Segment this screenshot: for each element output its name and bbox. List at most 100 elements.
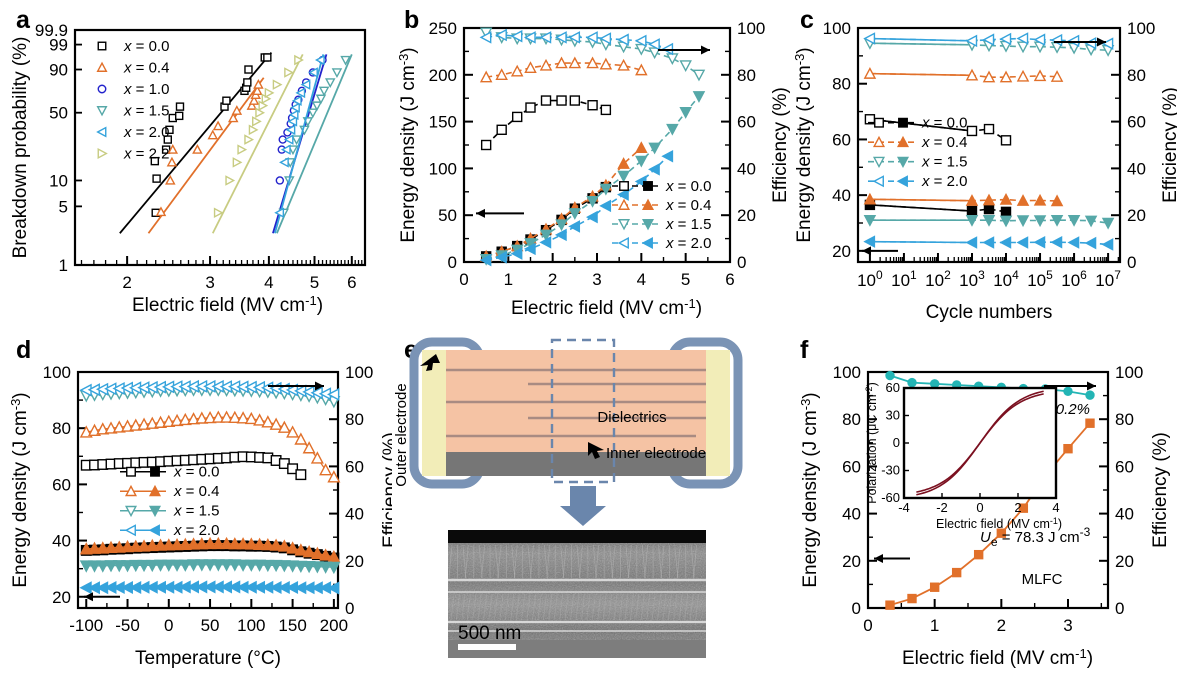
panel-d-legend-open-marker [126,466,136,477]
panel-a-point [207,129,219,140]
panel-d-ytick-right-label: 0 [345,599,354,618]
sem-texture [592,544,597,579]
panel-d-ytick-left-label: 80 [52,419,71,438]
panel-d-energy-point [137,559,151,573]
panel-b-eff-point [648,47,661,60]
panel-a-ytick-label: 50 [49,104,68,123]
panel-b-energy-point [635,141,648,154]
panel-f-ue-annotation: Ue = 78.3 J cm-3 [980,525,1091,549]
panel-a-point [315,94,327,105]
panel-f-ytick-right-label: 100 [1115,363,1143,382]
panel-f-ytick-left-label: 100 [833,363,861,382]
panel-c-eff-point [1101,37,1114,50]
panel-d-ytick-left-label: 20 [52,588,71,607]
svg-text:Energy density (J cm-3): Energy density (J cm-3) [8,392,31,587]
panel-d-legend-open-marker [124,505,138,518]
panel-c-eff-point [1084,36,1097,50]
panel-d-energy-point [319,548,333,561]
panel-c-left-axis-arrow [862,246,898,256]
panel-label-f: f [800,336,809,364]
bottom-electrode-bar [446,452,706,476]
arrow-head [1097,37,1106,47]
sem-texture [495,544,499,579]
panel-b-energy-point [555,219,568,232]
inset-ytick-label: -60 [881,490,900,505]
panel-d-eff-point [261,415,275,428]
panel-b-legend-filled-marker [641,198,655,210]
panel-c-energy-solid-seg [869,240,972,244]
panel-a-point [252,116,262,127]
sem-texture [597,593,602,621]
panel-f-eff-point [907,377,917,388]
panel-c-eff-1 [863,67,1064,83]
arrow-head [84,592,93,602]
panel-e-schematic-group: Dielectrics Inner electrode Outer electrod… [393,337,743,526]
panel-c-eff-point [1016,41,1030,54]
panel-a-ytick-label: 99 [49,36,68,55]
panel-c-energy-3 [863,235,1114,251]
panel-c-energy-point [1033,193,1047,206]
panel-c-legend-open-marker [872,156,886,169]
panel-c-xtick-label: 104 [993,268,1019,290]
panel-b-eff-point [586,56,599,69]
panel-e: Dielectrics Inner electrode Outer electrod… [392,330,790,678]
svg-text:Electric field (MV cm-1): Electric field (MV cm-1) [132,293,323,316]
panel-label-a: a [16,6,30,34]
panel-b-eff-point [539,31,552,44]
panel-a-point [163,135,172,144]
panel-d-energy-point [170,559,184,572]
arrow-head [701,45,710,55]
panel-c-ytick-right-label: 100 [1127,19,1155,38]
sem-texture [625,544,630,579]
panel-c-xtick-label: 102 [925,268,951,290]
panel-a-xtick-label: 4 [264,273,273,292]
panel-a-ytick-label: 99.9 [35,21,68,40]
panel-d-energy-point [253,537,267,550]
panel-c: 20 40 60 80 100 0 20 40 60 80 100 100 101 102 103 104 10… [790,0,1177,330]
panel-c-frame [856,26,1122,264]
panel-label-b: b [404,6,420,34]
panel-a-ytick-label: 90 [49,61,68,80]
panel-b-legend-filled-marker [641,219,655,231]
inset-ytick-label: 30 [886,408,900,423]
panel-c-eff-point [1033,69,1047,82]
panel-d-eff-point [236,411,250,424]
panel-d-energy-point [269,559,283,573]
panel-d-ytick-left-label: 100 [43,363,71,382]
panel-a-point [314,54,325,66]
sem-texture [609,544,614,579]
panel-f-xtick-label: 1 [930,616,939,635]
panel-c-energy-point [1067,236,1080,249]
inset-xtick-label: 4 [1052,500,1059,515]
panel-b-ylabel-left: Energy density (J cm-3) [396,47,419,242]
panel-c-legend: x = 0.0 x = 0.4 x = 1.5 x = 2.0 [868,115,967,190]
panel-d-energy-1 [79,536,341,563]
sem-texture [673,593,678,621]
panel-c-energy-point [1016,236,1029,249]
panel-d-eff-point [129,418,143,431]
panel-a-legend-marker [96,61,108,72]
panel-d-legend-filled-marker [150,466,160,477]
panel-d-energy-point [244,559,258,572]
panel-b-eff-point [524,61,537,73]
panel-d-eff-point [211,410,225,423]
panel-b-ytick-right-label: 40 [737,159,756,178]
panel-c-eff-point [966,125,978,137]
panel-d-eff-point [220,410,234,423]
panel-c-eff-line [869,42,1109,52]
panel-d-energy-point [195,559,209,572]
panel-b-eff-point [679,60,692,73]
panel-a-point [165,125,174,135]
panel-a-point [248,124,259,136]
panel-a-point [284,67,294,78]
panel-f-energy-point [1063,443,1073,454]
sem-texture [695,593,699,621]
outer-electrode-label: Outer electrode [393,383,410,486]
sem-texture [684,593,689,621]
panel-c-eff-point [965,68,979,81]
inset-xlabel: Electric field (MV cm-1) [936,516,1062,531]
panel-d-energy-point [121,560,135,573]
panel-b-xtick-label: 2 [548,270,557,289]
panel-a-chart: 99.999 90 50 10 5 1 2 3 4 5 6 Electric field (MV cm… [10,21,367,316]
panel-d-legend-filled-marker [148,505,162,518]
